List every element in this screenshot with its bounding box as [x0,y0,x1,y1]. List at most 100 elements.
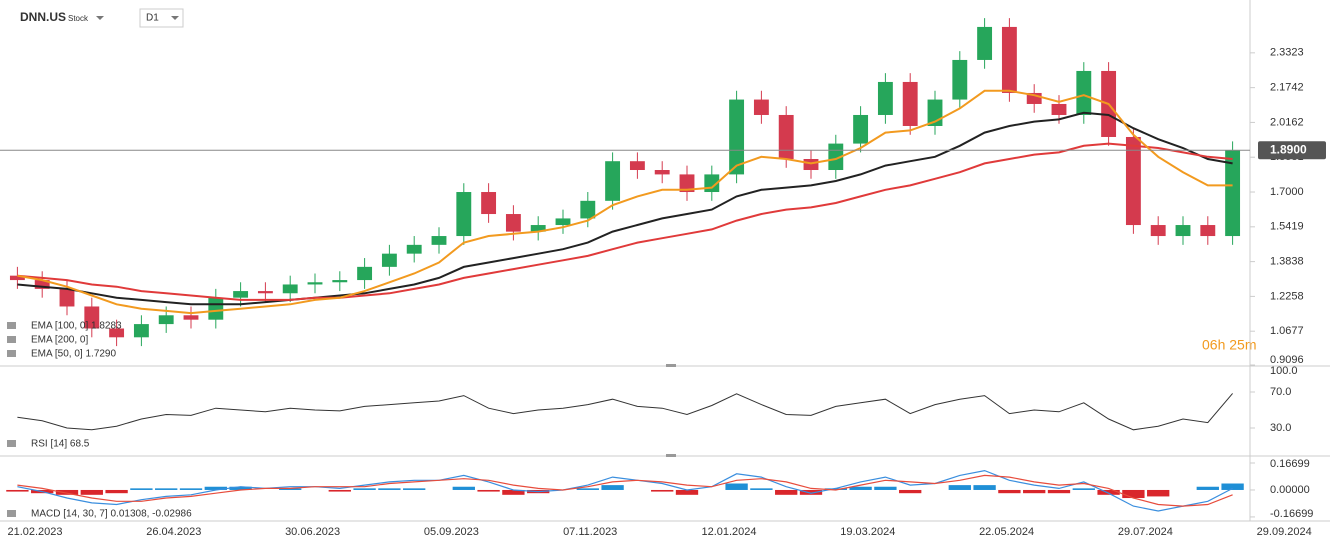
candle-body [456,192,472,237]
histogram-bar [502,489,525,495]
y-tick-label: 2.1742 [1270,82,1304,94]
histogram-bar [179,488,203,490]
legend-label: EMA [50, 0] 1.7290 [31,349,116,360]
x-tick-label: 12.01.2024 [701,526,756,538]
series-line [17,474,1233,507]
symbol[interactable]: DNN.US [20,10,66,24]
x-tick-label: 19.03.2024 [840,526,895,538]
series-line [17,111,1233,306]
candle-body [580,200,596,219]
legend-label: EMA [200, 0] [31,335,88,346]
histogram-bar [1122,489,1145,499]
histogram-bar [1023,489,1046,494]
candle-body [481,192,497,215]
histogram-bar [279,488,302,490]
histogram-bar [973,485,996,490]
panel-resize-handle[interactable] [666,364,676,367]
candle-body [1001,26,1017,93]
series-line [17,142,1233,301]
y-tick-label: 0.9096 [1270,354,1304,366]
histogram-bar [651,489,674,492]
legend-icon [7,510,16,517]
timeframe: D1 [146,13,159,24]
last-price-label: 1.8900 [1270,142,1307,156]
y-tick-label: 1.2258 [1270,290,1304,302]
candle-body [332,280,348,283]
histogram-bar [675,489,699,495]
candle-body [357,266,373,281]
candle-body [1225,150,1241,237]
histogram-bar [725,483,748,490]
histogram-bar [601,485,624,490]
histogram-bar [55,489,79,495]
histogram-bar [799,489,823,495]
histogram-bar [849,486,872,490]
y-tick-label: 1.5419 [1270,221,1304,233]
legend-label: MACD [14, 30, 7] 0.01308, -0.02986 [31,509,192,520]
histogram-bar [824,488,847,490]
histogram-bar [6,489,29,492]
x-tick-label: 26.04.2023 [146,526,201,538]
x-tick-label: 05.09.2023 [424,526,479,538]
timeframe-select[interactable] [139,8,184,28]
candle-body [679,174,695,193]
legend-icon [7,322,16,329]
histogram-bar [948,485,971,490]
histogram-bar [1072,488,1095,490]
candle-body [853,114,869,144]
candle-body [629,161,645,171]
candle-body [952,59,968,100]
candle-body [282,284,298,294]
candle-body [431,236,447,245]
candle-body [9,275,25,281]
y-tick-label: 100.0 [1270,365,1298,377]
candle-body [406,244,422,254]
histogram-bar [155,488,178,490]
y-tick-label: 2.3323 [1270,47,1304,59]
histogram-bar [130,488,153,490]
candle-body [1125,136,1141,226]
y-tick-label: 2.0162 [1270,116,1304,128]
histogram-bar [750,488,773,490]
candle-body [778,114,794,160]
candle-body [555,218,571,226]
y-tick-label: 1.7000 [1270,186,1304,198]
candle-body [34,280,50,289]
series-line [17,89,1233,315]
x-tick-label: 21.02.2023 [7,526,62,538]
candle-body [208,297,224,320]
histogram-bar [899,489,922,494]
legend-icon [7,336,16,343]
histogram-bar [452,486,475,490]
candle-body [877,81,893,115]
x-tick-label: 29.09.2024 [1257,526,1312,538]
y-tick-label: 1.3838 [1270,256,1304,268]
histogram-bar [80,489,103,495]
histogram-bar [403,488,426,490]
y-tick-label: -0.16699 [1270,508,1313,520]
symbol-dropdown[interactable] [96,16,104,20]
series-line [17,393,1233,431]
candle-body [158,315,174,325]
legend-icon [7,350,16,357]
histogram-bar [378,488,401,490]
histogram-bar [775,489,798,495]
histogram-bar [229,486,252,490]
last-price-badge [1258,141,1326,160]
y-tick-label: 0.16699 [1270,458,1310,470]
candle-body [530,225,546,232]
candle-body [505,214,521,232]
candle-body [753,99,769,115]
candle-body [1051,103,1067,115]
candle-body [1200,225,1216,237]
candle-body [84,306,100,329]
panel-resize-handle[interactable] [666,454,676,457]
histogram-bar [576,488,599,490]
x-tick-label: 29.07.2024 [1118,526,1173,538]
histogram-bar [1147,489,1170,497]
candle-body [605,161,621,201]
histogram-bar [1047,489,1071,494]
histogram-bar [105,489,128,494]
candle-body [1026,92,1042,104]
